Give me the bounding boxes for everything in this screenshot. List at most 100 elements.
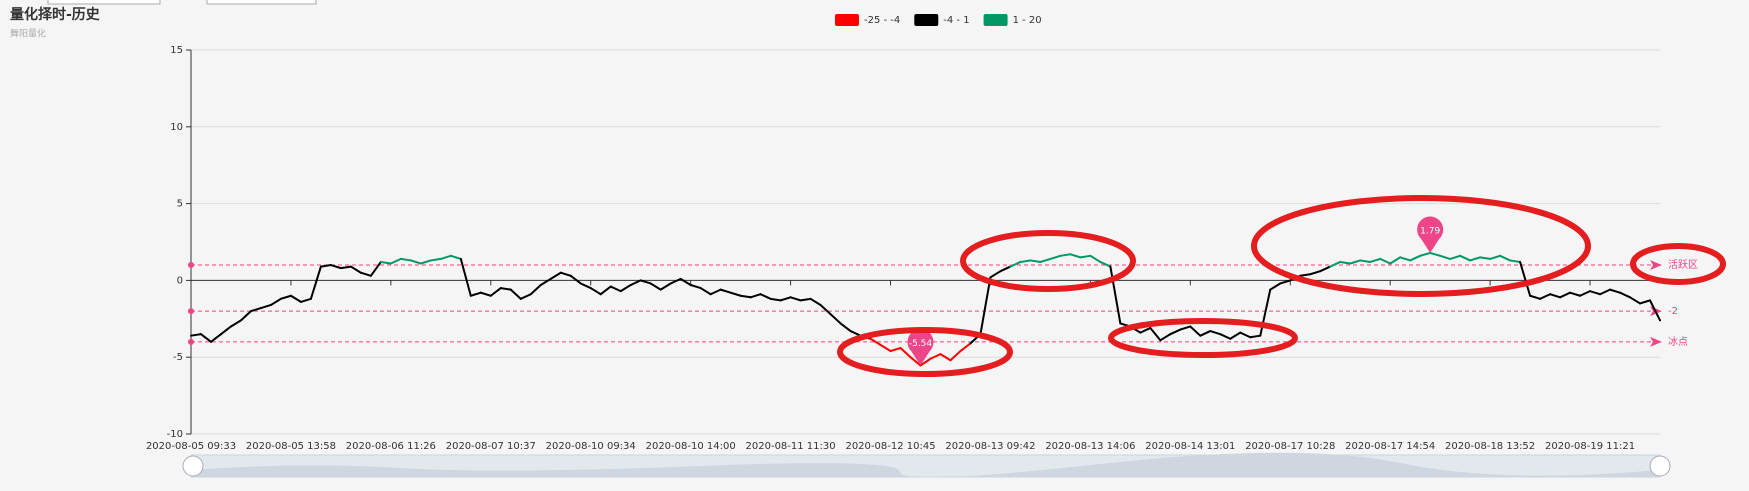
- line-segment: [589, 287, 602, 296]
- x-tick-label: 2020-08-18 13:52: [1445, 441, 1535, 452]
- line-segment: [549, 271, 562, 280]
- line-segment: [659, 282, 672, 291]
- line-segment: [309, 265, 322, 300]
- mark-point-label: 1.79: [1420, 226, 1440, 236]
- line-segment: [539, 277, 552, 287]
- line-segment: [489, 287, 502, 297]
- input-box[interactable]: [47, 0, 161, 5]
- legend-swatch: [835, 14, 859, 26]
- line-segment: [949, 350, 962, 362]
- line-segment: [1069, 253, 1082, 259]
- zoom-handle[interactable]: [182, 455, 204, 477]
- line-segment: [729, 291, 742, 297]
- legend-swatch: [914, 14, 939, 26]
- line-segment: [779, 296, 792, 302]
- y-tick-label: 10: [170, 122, 183, 133]
- line-segment: [929, 353, 942, 360]
- line-segment: [899, 346, 912, 359]
- mark-line-start: [188, 338, 194, 345]
- line-segment: [1529, 294, 1542, 300]
- line-segment: [499, 287, 512, 291]
- line-segment: [339, 265, 352, 270]
- line-segment: [1639, 299, 1652, 305]
- input-box[interactable]: [206, 0, 317, 5]
- line-segment: [1339, 260, 1352, 265]
- line-segment: [1209, 330, 1222, 336]
- line-segment: [1189, 325, 1202, 337]
- line-segment: [1159, 333, 1172, 342]
- line-segment: [1629, 296, 1642, 305]
- line-segment: [1389, 256, 1402, 265]
- zoom-handle[interactable]: [1649, 455, 1671, 477]
- line-segment: [979, 276, 992, 336]
- line-segment: [699, 287, 712, 296]
- line-segment: [1609, 288, 1622, 294]
- line-segment: [1229, 331, 1242, 340]
- line-segment: [709, 288, 722, 296]
- x-tick-label: 2020-08-13 09:42: [945, 441, 1035, 452]
- line-segment: [999, 265, 1012, 273]
- line-segment: [889, 346, 902, 353]
- line-segment: [289, 294, 302, 303]
- line-segment: [809, 297, 822, 306]
- x-tick-label: 2020-08-05 13:58: [246, 441, 336, 452]
- x-tick-label: 2020-08-14 13:01: [1145, 441, 1235, 452]
- line-segment: [959, 342, 972, 353]
- line-segment: [1579, 290, 1592, 297]
- annotations: [837, 195, 1726, 377]
- legend-label: -4 - 1: [943, 15, 969, 26]
- line-segment: [1499, 254, 1512, 262]
- mark-point: [907, 329, 934, 366]
- line-segment: [679, 277, 692, 287]
- line-segment: [459, 257, 472, 297]
- line-segment: [759, 293, 772, 300]
- line-segment: [749, 293, 762, 299]
- line-segment: [1249, 334, 1262, 339]
- data-zoom[interactable]: [182, 452, 1671, 478]
- mark-line-arrow: [1650, 260, 1662, 271]
- legend-label: 1 - 20: [1013, 15, 1042, 26]
- line-segment: [1519, 260, 1532, 297]
- line-segment: [1259, 288, 1272, 337]
- line-segment: [1589, 290, 1602, 296]
- y-tick-label: -10: [167, 429, 183, 440]
- line-segment: [1439, 254, 1452, 260]
- x-tick-label: 2020-08-17 14:54: [1345, 441, 1435, 452]
- mark-point-label: -5.54: [909, 339, 933, 349]
- line-segment: [279, 294, 292, 300]
- line-segment: [199, 333, 212, 343]
- line-segment: [1169, 328, 1182, 336]
- line-segment: [1179, 325, 1192, 331]
- line-segment: [1569, 291, 1582, 297]
- line-segment: [599, 285, 612, 296]
- line-segment: [1329, 260, 1342, 268]
- line-segment: [989, 270, 1002, 279]
- x-tick-label: 2020-08-10 14:00: [646, 441, 736, 452]
- line-segment: [1349, 259, 1362, 265]
- line-segment: [669, 277, 682, 285]
- line-segment: [259, 303, 272, 310]
- line-segment: [1099, 260, 1112, 268]
- line-segment: [739, 294, 752, 299]
- line-segment: [1269, 282, 1282, 291]
- line-segment: [879, 343, 892, 353]
- line-segment: [769, 297, 782, 302]
- highlight-ellipse: [1630, 243, 1726, 285]
- line-segment: [609, 285, 622, 293]
- line-segment: [719, 288, 732, 294]
- line-segment: [1369, 257, 1382, 263]
- y-tick-label: 5: [177, 199, 183, 210]
- line-segment: [1449, 254, 1462, 260]
- x-tick-label: 2020-08-10 09:34: [546, 441, 636, 452]
- line-segment: [479, 291, 492, 297]
- line-segment: [319, 264, 332, 268]
- line-segment: [1649, 299, 1661, 322]
- line-segment: [379, 260, 392, 265]
- line-segment: [329, 264, 342, 270]
- mark-point: [1417, 216, 1444, 253]
- plot: -10 -5 0 5 10 15 2020-08-05 09:33 2020-08-05 13…: [146, 14, 1698, 452]
- line-segment: [359, 271, 372, 277]
- line-segment: [529, 284, 542, 296]
